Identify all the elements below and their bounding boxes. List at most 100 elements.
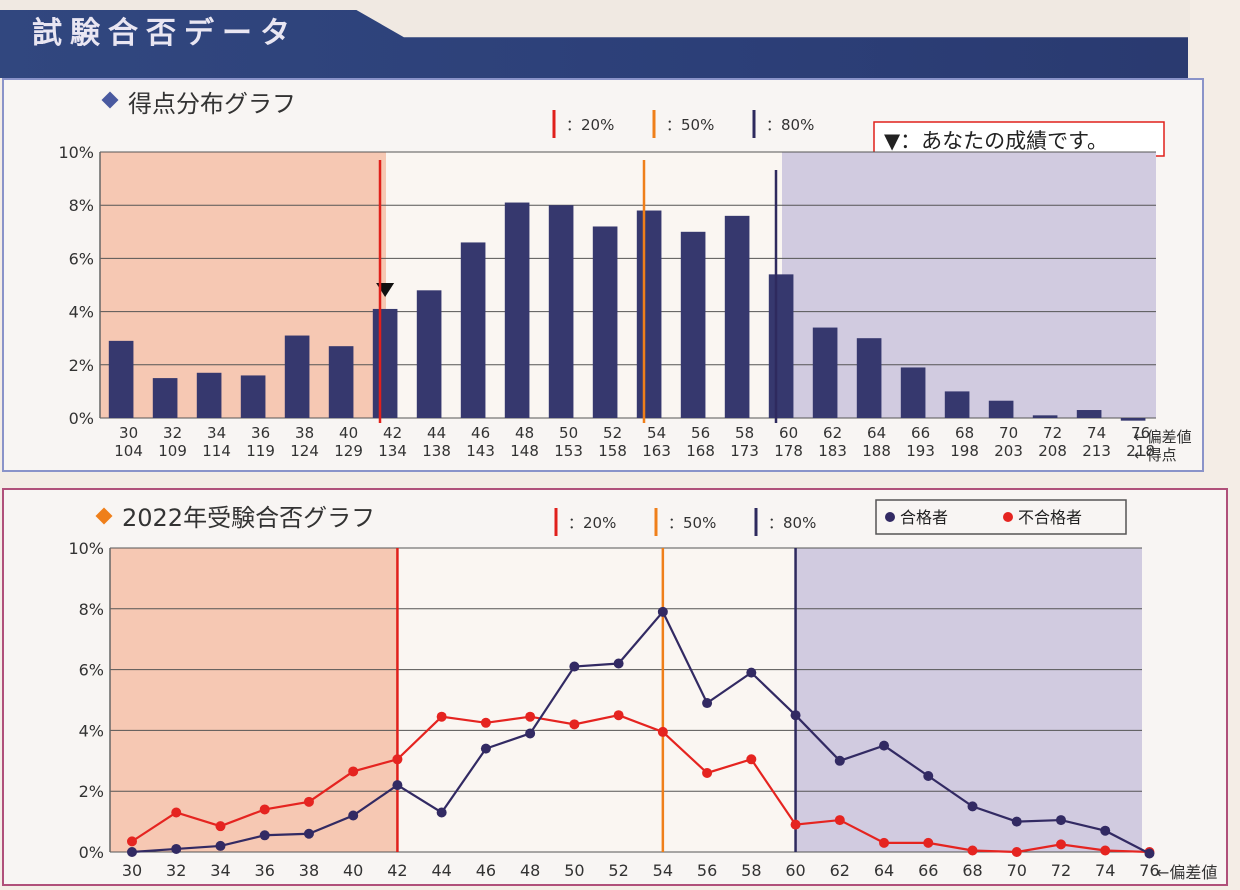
x-tick-label: 54 [653, 861, 673, 880]
x-tick-label: 32 [166, 861, 186, 880]
score-tick-label: 178 [774, 442, 803, 460]
data-point-pass [1144, 848, 1155, 859]
legend-pass-label: 合格者 [900, 508, 948, 527]
data-point-pass [1055, 815, 1066, 826]
x-tick-label: 58 [735, 424, 754, 442]
x-tick-label: 50 [564, 861, 584, 880]
bar [240, 375, 266, 418]
score-tick-label: 198 [950, 442, 979, 460]
data-point-fail [879, 837, 890, 848]
x-tick-label: 60 [779, 424, 798, 442]
data-point-fail [1055, 839, 1066, 850]
data-point-fail [1011, 847, 1022, 857]
x-tick-label: 46 [471, 424, 490, 442]
bar [328, 346, 354, 418]
data-point-pass [746, 667, 757, 678]
data-point-pass [967, 801, 978, 812]
x-tick-label: 38 [295, 424, 314, 442]
x-tick-label: 60 [785, 861, 805, 880]
score-tick-label: 173 [730, 442, 759, 460]
legend-50-label: ：50% [668, 514, 716, 532]
bar [504, 202, 530, 418]
legend-fail-dot [1003, 512, 1013, 522]
data-point-pass [569, 661, 580, 672]
data-point-pass [436, 807, 447, 818]
score-tick-label: 168 [686, 442, 715, 460]
bar [636, 210, 662, 418]
x-axis-label-score: ←得点 [1134, 446, 1177, 464]
data-point-pass [348, 810, 359, 821]
data-point-pass [1011, 816, 1022, 827]
data-point-fail [613, 710, 624, 721]
series-line-pass [131, 609, 1150, 855]
x-tick-label: 58 [741, 861, 761, 880]
x-tick-label: 68 [955, 424, 974, 442]
bar [284, 335, 310, 418]
data-point-fail [657, 726, 668, 737]
score-tick-label: 213 [1082, 442, 1111, 460]
diamond-icon [101, 91, 119, 109]
y-tick-label: 2% [69, 356, 94, 375]
data-point-fail [480, 717, 491, 728]
score-tick-label: 129 [334, 442, 363, 460]
chart-title: 得点分布グラフ [128, 90, 296, 118]
x-tick-label: 40 [343, 861, 363, 880]
data-point-fail [746, 754, 757, 765]
data-point-pass [879, 740, 890, 751]
x-tick-label: 50 [559, 424, 578, 442]
bar [768, 274, 794, 418]
bar [988, 400, 1014, 418]
score-tick-label: 134 [378, 442, 407, 460]
x-tick-label: 48 [515, 424, 534, 442]
y-tick-label: 6% [79, 661, 104, 680]
data-point-fail [790, 819, 801, 830]
x-tick-label: 76 [1131, 424, 1150, 442]
bar [856, 338, 882, 418]
data-point-fail [436, 711, 447, 722]
data-point-pass [613, 658, 624, 669]
x-tick-label: 34 [210, 861, 230, 880]
score-tick-label: 143 [466, 442, 495, 460]
bar [416, 290, 442, 418]
y-tick-label: 2% [79, 782, 104, 801]
score-tick-label: 104 [114, 442, 143, 460]
x-tick-label: 36 [251, 424, 270, 442]
score-tick-label: 114 [202, 442, 231, 460]
bar [196, 372, 222, 418]
x-tick-label: 52 [608, 861, 628, 880]
legend-20-label: ：20% [568, 514, 616, 532]
data-point-fail [525, 711, 536, 722]
header: 試験合否データ [0, 0, 1190, 80]
legend-80-label: ：80% [768, 514, 816, 532]
bar [372, 308, 398, 418]
score-tick-label: 208 [1038, 442, 1067, 460]
zone-20-80 [397, 548, 796, 852]
legend-pass-dot [885, 512, 895, 522]
data-point-pass [259, 830, 270, 841]
data-point-fail [967, 845, 978, 856]
x-tick-label: 44 [431, 861, 451, 880]
x-axis-label: ←偏差値 [1156, 863, 1217, 882]
x-tick-label: 62 [823, 424, 842, 442]
x-tick-label: 36 [255, 861, 275, 880]
x-tick-label: 30 [122, 861, 142, 880]
x-tick-label: 62 [830, 861, 850, 880]
score-tick-label: 203 [994, 442, 1023, 460]
x-tick-label: 64 [867, 424, 886, 442]
zone-above-80 [795, 548, 1142, 852]
x-tick-label: 70 [1007, 861, 1027, 880]
legend-fail-label: 不合格者 [1018, 508, 1082, 527]
y-tick-label: 4% [79, 721, 104, 740]
x-tick-label: 42 [387, 861, 407, 880]
bar [944, 391, 970, 418]
score-tick-label: 148 [510, 442, 539, 460]
score-tick-label: 119 [246, 442, 275, 460]
data-point-fail [569, 719, 580, 730]
bar [592, 226, 618, 418]
legend-80-label: ：80% [766, 116, 814, 134]
y-tick-label: 4% [69, 303, 94, 322]
pass-fail-panel: 2022年受験合否グラフ ：20% ：50% ：80% 合格者 不合格者 0% 2% 4% 6% 8… [2, 488, 1228, 886]
zone-below-20 [110, 548, 398, 852]
data-point-fail [923, 837, 934, 848]
data-point-fail [171, 807, 182, 818]
